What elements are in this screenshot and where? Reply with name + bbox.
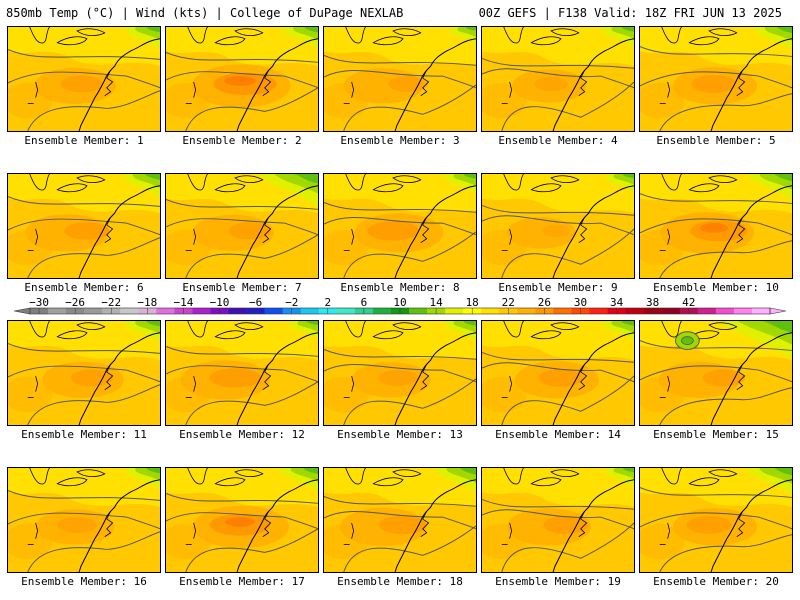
colorbar-segment [553, 308, 572, 314]
ensemble-member-label: Ensemble Member: 10 [653, 281, 779, 294]
ensemble-member-13-map [323, 320, 477, 426]
colorbar-segment [84, 308, 103, 314]
colorbar-tick-label: 42 [682, 296, 695, 309]
ensemble-member-label: Ensemble Member: 2 [182, 134, 302, 147]
colorbar-segment [120, 308, 139, 314]
ensemble-member-8-map [323, 173, 477, 279]
ensemble-member-15-map [639, 320, 793, 426]
ensemble-member-label: Ensemble Member: 12 [179, 428, 305, 441]
colorbar-segment [48, 308, 67, 314]
ensemble-member-label: Ensemble Member: 5 [656, 134, 776, 147]
ensemble-member-label: Ensemble Member: 14 [495, 428, 621, 441]
ensemble-member-label: Ensemble Member: 13 [337, 428, 463, 441]
colorbar-segment [481, 308, 500, 314]
colorbar-arrow-left [13, 307, 31, 315]
ensemble-member-3-map [323, 26, 477, 132]
colorbar-segment [733, 308, 753, 314]
ensemble-member-14-map [481, 320, 635, 426]
colorbar-tick-label: 6 [361, 296, 368, 309]
ensemble-member-label: Ensemble Member: 17 [179, 575, 305, 588]
colorbar-tick-label: 18 [466, 296, 479, 309]
colorbar-tick-label: 2 [324, 296, 331, 309]
colorbar-segment [661, 308, 681, 314]
ensemble-member-5-map [639, 26, 793, 132]
ensemble-member-17-map [165, 467, 319, 573]
ensemble-member-label: Ensemble Member: 15 [653, 428, 779, 441]
ensemble-member-6-map [7, 173, 161, 279]
colorbar-tick-label: −10 [210, 296, 230, 309]
ensemble-member-label: Ensemble Member: 16 [21, 575, 147, 588]
map-title: 850mb Temp (°C) | Wind (kts) | College o… [6, 6, 404, 20]
colorbar-tick-label: −30 [29, 296, 49, 309]
colorbar-segment [697, 308, 717, 314]
ensemble-member-label: Ensemble Member: 19 [495, 575, 621, 588]
colorbar-tick-label: −14 [173, 296, 193, 309]
ensemble-member-label: Ensemble Member: 1 [24, 134, 144, 147]
colorbar-segment [156, 308, 175, 314]
ensemble-member-9-map [481, 173, 635, 279]
ensemble-member-18-map [323, 467, 477, 573]
ensemble-member-1-map [7, 26, 161, 132]
colorbar-segment [715, 308, 735, 314]
colorbar-tick-label: 22 [502, 296, 515, 309]
ensemble-member-4-map [481, 26, 635, 132]
colorbar-segment [589, 308, 608, 314]
ensemble-member-label: Ensemble Member: 9 [498, 281, 618, 294]
colorbar-segment [751, 308, 771, 314]
colorbar-tick-label: −6 [249, 296, 262, 309]
ensemble-member-label: Ensemble Member: 20 [653, 575, 779, 588]
ensemble-member-label: Ensemble Member: 8 [340, 281, 460, 294]
colorbar-segment [300, 308, 320, 314]
ensemble-member-label: Ensemble Member: 3 [340, 134, 460, 147]
ensemble-member-12-map [165, 320, 319, 426]
ensemble-member-20-map [639, 467, 793, 573]
colorbar-tick-label: −2 [285, 296, 298, 309]
colorbar-segment [264, 308, 283, 314]
colorbar-segment [372, 308, 392, 314]
ensemble-member-2-map [165, 26, 319, 132]
colorbar-segment [192, 308, 211, 314]
colorbar-segment [409, 308, 428, 314]
ensemble-member-label: Ensemble Member: 4 [498, 134, 618, 147]
colorbar-segment [228, 308, 247, 314]
ensemble-member-label: Ensemble Member: 6 [24, 281, 144, 294]
colorbar-tick-label: 38 [646, 296, 659, 309]
colorbar-tick-label: 30 [574, 296, 587, 309]
colorbar-tick-label: 14 [429, 296, 443, 309]
colorbar-tick-label: 10 [393, 296, 406, 309]
ensemble-member-16-map [7, 467, 161, 573]
ensemble-member-19-map [481, 467, 635, 573]
colorbar-tick-label: 26 [538, 296, 551, 309]
temperature-colorbar: −30 −26 −22 −18 −14 −10 −6 −2 2 6 10 14 18 22 26 30 34 38… [13, 296, 787, 315]
colorbar-tick-label: −18 [137, 296, 157, 309]
ensemble-member-11-map [7, 320, 161, 426]
colorbar-segment [445, 308, 464, 314]
colorbar-arrow-right [769, 307, 787, 315]
valid-time-label: 00Z GEFS | F138 Valid: 18Z FRI JUN 13 20… [478, 6, 782, 20]
ensemble-member-7-map [165, 173, 319, 279]
colorbar-tick-label: 34 [610, 296, 624, 309]
colorbar-segment [625, 308, 644, 314]
ensemble-member-label: Ensemble Member: 7 [182, 281, 302, 294]
colorbar-segment [517, 308, 536, 314]
ensemble-member-label: Ensemble Member: 18 [337, 575, 463, 588]
ensemble-member-label: Ensemble Member: 11 [21, 428, 147, 441]
ensemble-member-10-map [639, 173, 793, 279]
colorbar-tick-label: −22 [101, 296, 121, 309]
colorbar-segment [336, 308, 356, 314]
colorbar-tick-label: −26 [65, 296, 85, 309]
